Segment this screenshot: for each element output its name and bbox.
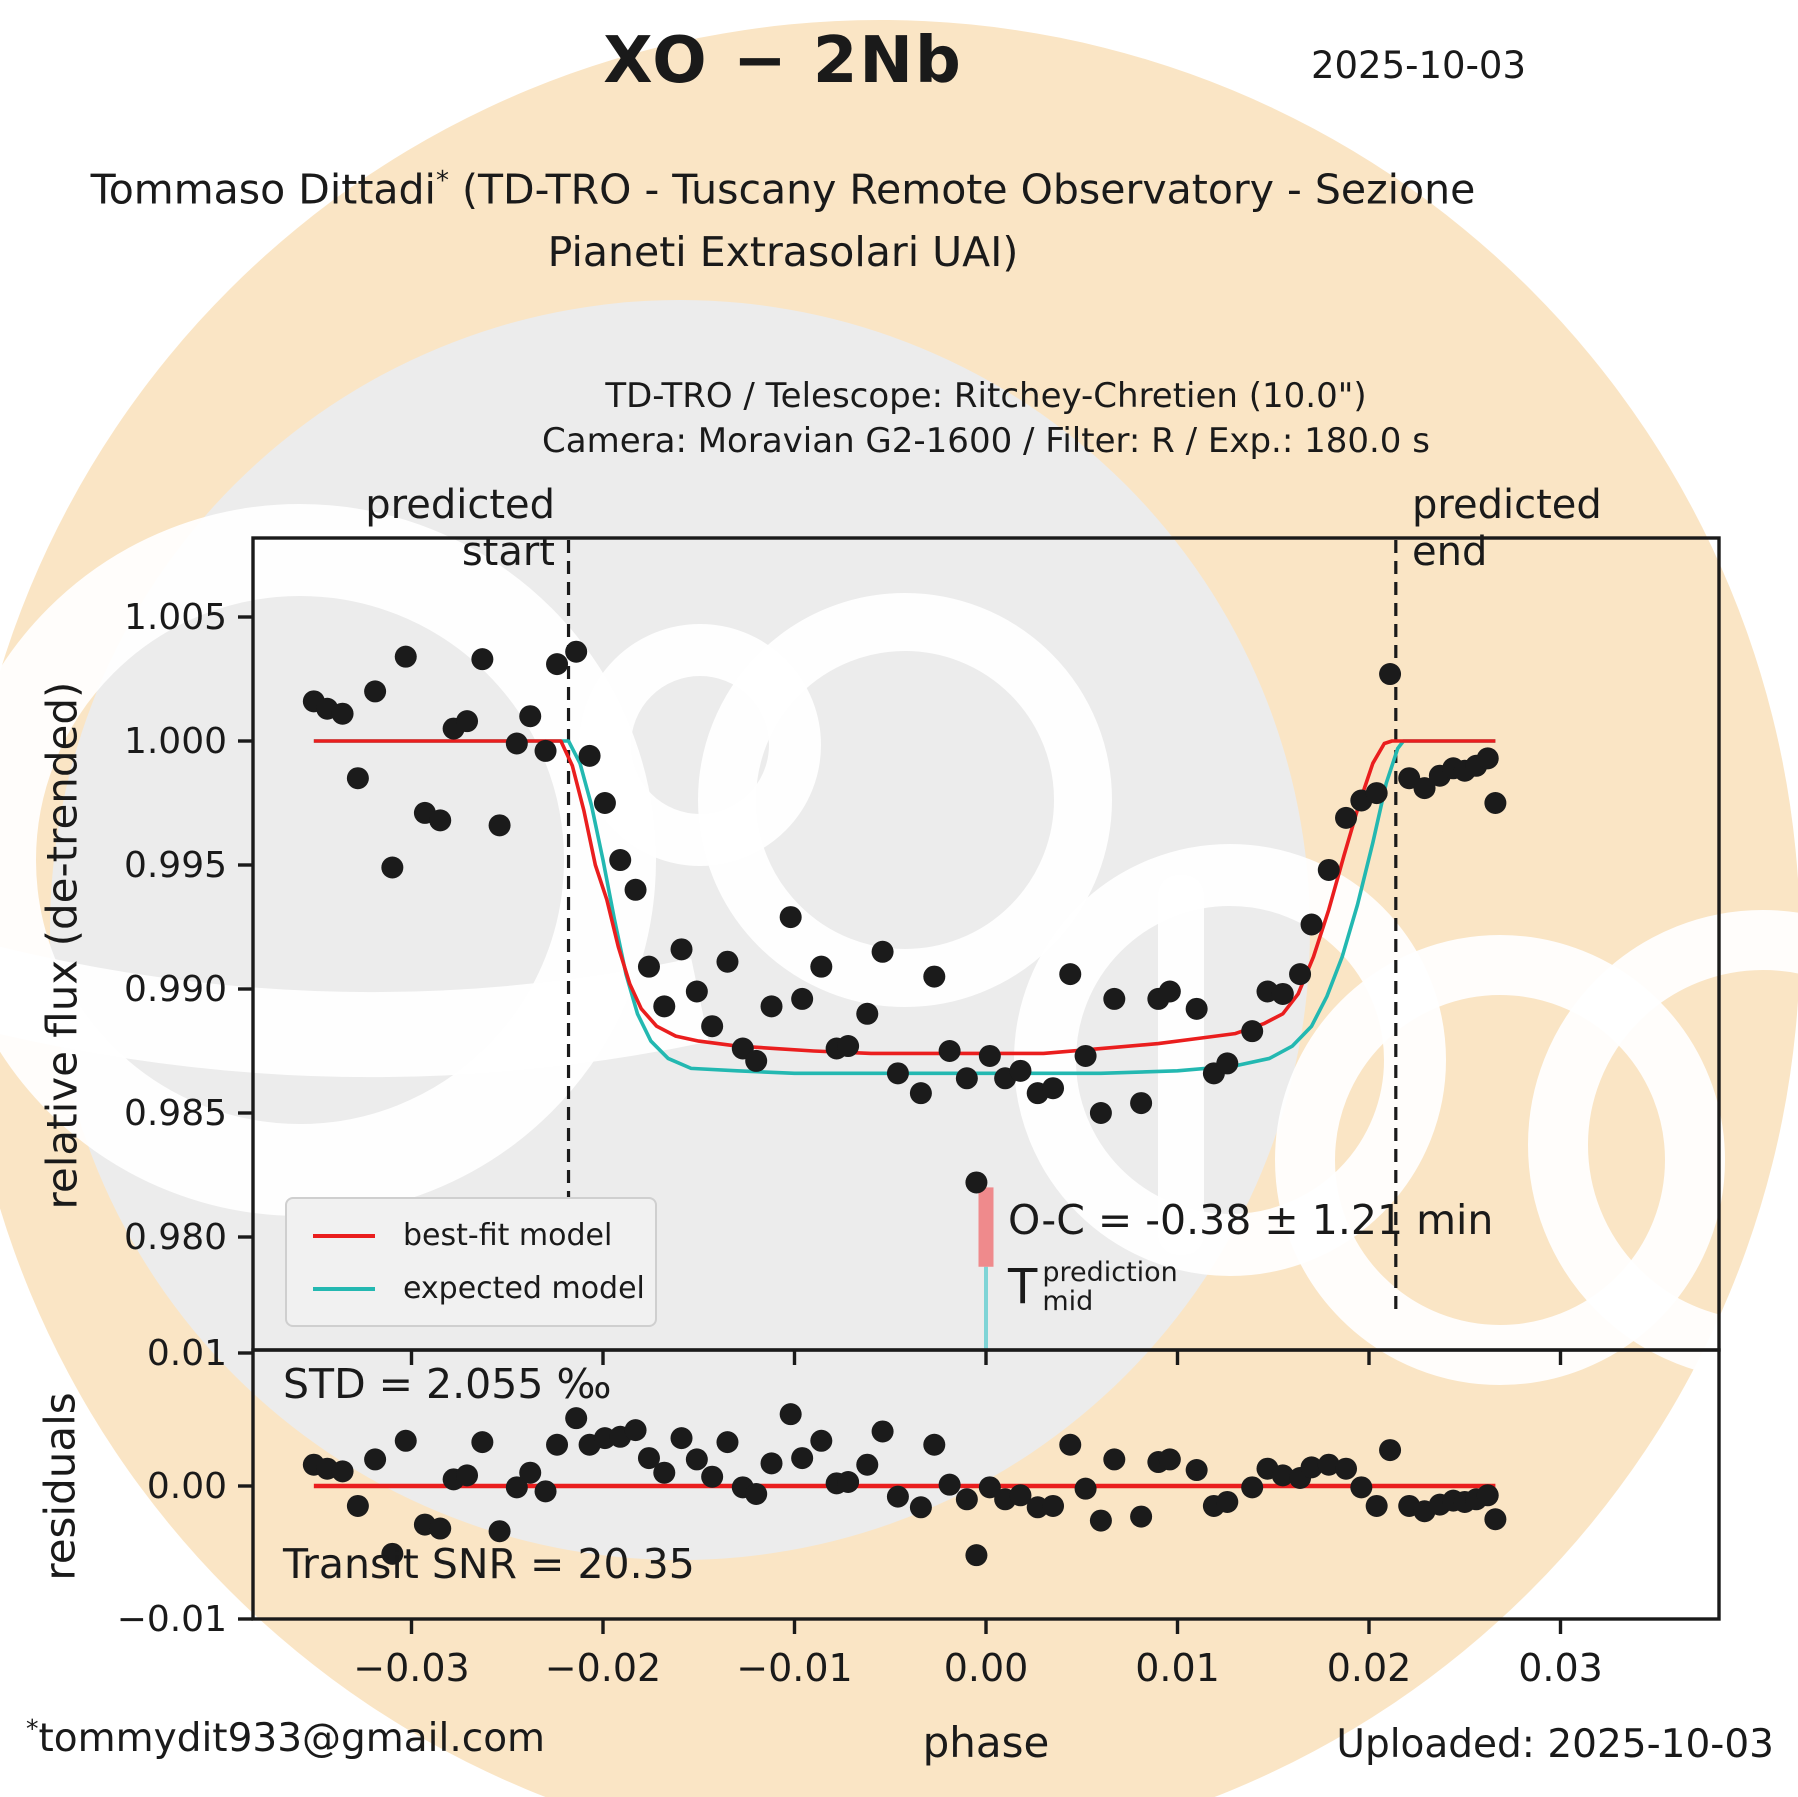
exoclock-logo-watermark <box>0 20 1798 1797</box>
svg-text:−0.01: −0.01 <box>736 1646 852 1690</box>
watermark-letters <box>0 504 1798 1385</box>
svg-text:0.980: 0.980 <box>124 1217 227 1258</box>
axis-ticks <box>238 615 1563 1634</box>
snr-annotation: Transit SNR = 20.35 <box>283 1540 695 1588</box>
svg-text:0.03: 0.03 <box>1518 1646 1603 1690</box>
x-axis-label: phase <box>922 1718 1050 1767</box>
svg-text:0.00: 0.00 <box>944 1646 1029 1690</box>
predicted-start-label: predicted start <box>365 482 555 575</box>
svg-text:−0.01: −0.01 <box>117 1599 227 1640</box>
tmid-superscript: prediction <box>1042 1257 1178 1288</box>
legend-item-best-fit: best-fit model <box>313 1218 655 1253</box>
legend-item-expected: expected model <box>313 1271 655 1306</box>
lightcurve-points <box>302 640 1507 1194</box>
svg-text:1.000: 1.000 <box>124 721 227 762</box>
tmid-prediction-label: T prediction mid <box>1008 1257 1178 1317</box>
report-date: 2025-10-03 <box>1310 44 1526 87</box>
residual-points <box>302 1403 1507 1567</box>
equipment-line1: TD-TRO / Telescope: Ritchey-Chretien (10… <box>605 376 1367 416</box>
svg-text:−0.03: −0.03 <box>353 1646 469 1690</box>
svg-text:0.985: 0.985 <box>124 1093 227 1134</box>
svg-text:−0.02: −0.02 <box>545 1646 661 1690</box>
svg-text:0.01: 0.01 <box>147 1333 227 1374</box>
equipment-line2: Camera: Moravian G2-1600 / Filter: R / E… <box>542 421 1430 461</box>
footnote-marker: * <box>435 166 449 196</box>
tmid-subscript: mid <box>1042 1286 1094 1317</box>
y-axis-label-flux: relative flux (de-trended) <box>37 681 87 1210</box>
observer-line2: Pianeti Extrasolari UAI) <box>547 227 1019 276</box>
footer-email: *tommydit933@gmail.com <box>26 1714 546 1761</box>
svg-text:0.02: 0.02 <box>1327 1646 1412 1690</box>
predicted-end-label: predicted end <box>1412 482 1602 575</box>
expected-line-swatch <box>313 1286 375 1291</box>
observer-line1: Tommaso Dittadi* (TD-TRO - Tuscany Remot… <box>90 165 1476 214</box>
oc-annotation: O-C = -0.38 ± 1.21 min <box>1008 1196 1494 1244</box>
expected-model-line <box>313 739 1496 1076</box>
std-annotation: STD = 2.055 ‰ <box>283 1360 612 1408</box>
y-axis-label-residuals: residuals <box>35 1392 85 1581</box>
svg-text:0.00: 0.00 <box>147 1466 227 1507</box>
page-title: XO − 2Nb <box>603 24 963 98</box>
svg-text:0.995: 0.995 <box>124 845 227 886</box>
legend: best-fit model expected model <box>285 1197 657 1327</box>
axis-tick-labels: 1.005 1.000 0.995 0.990 0.985 0.980 0.01 0.00 −0… <box>117 597 1603 1690</box>
tmid-prediction-marker <box>978 1187 994 1349</box>
svg-text:0.990: 0.990 <box>124 969 227 1010</box>
footer-uploaded: Uploaded: 2025-10-03 <box>1336 1722 1774 1767</box>
equipment-header: TD-TRO / Telescope: Ritchey-Chretien (10… <box>253 374 1719 464</box>
observer-subtitle: Tommaso Dittadi* (TD-TRO - Tuscany Remot… <box>0 150 1566 283</box>
svg-text:0.01: 0.01 <box>1135 1646 1220 1690</box>
svg-text:1.005: 1.005 <box>124 597 227 638</box>
best-fit-line-swatch <box>313 1233 375 1238</box>
